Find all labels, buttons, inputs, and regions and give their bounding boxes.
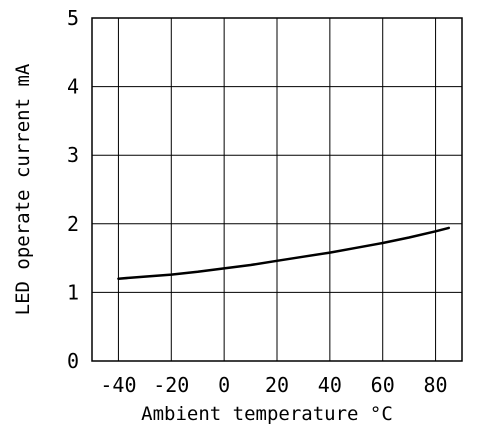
x-tick-label: -20: [153, 373, 189, 397]
x-axis-label: Ambient temperature °C: [141, 403, 393, 425]
plot-frame: [91, 17, 463, 362]
y-tick-label: 0: [67, 349, 79, 373]
x-tick-label: 80: [424, 373, 448, 397]
y-tick-label: 3: [67, 143, 79, 167]
y-tick-labels: 0 1 2 3 4 5: [67, 6, 79, 373]
y-tick-label: 1: [67, 280, 79, 304]
x-tick-label: 0: [218, 373, 230, 397]
series-group: [117, 226, 451, 280]
x-tick-label: 20: [265, 373, 289, 397]
y-tick-label: 2: [67, 212, 79, 236]
y-tick-label: 5: [67, 6, 79, 30]
x-tick-label: 40: [318, 373, 342, 397]
x-tick-labels: -40 -20 0 20 40 60 80: [100, 373, 447, 397]
x-tick-label: -40: [100, 373, 136, 397]
y-axis-label: LED operate current mA: [12, 63, 34, 315]
series-line-0: [117, 226, 451, 280]
y-tick-label: 4: [67, 75, 79, 99]
x-tick-label: 60: [371, 373, 395, 397]
